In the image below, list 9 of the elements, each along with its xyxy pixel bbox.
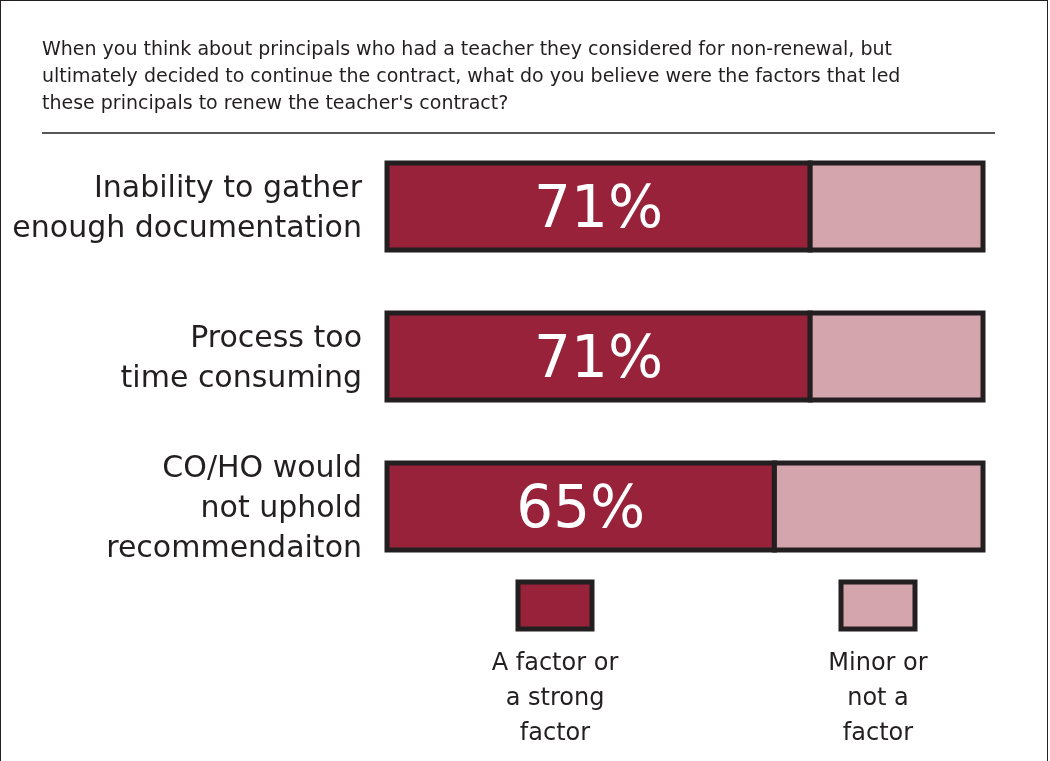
chart-title: When you think about principals who had a teacher they considered for non-renewal, but ultimately decided to continue the contract, what do you believe were the factors that led these principals to renew the teacher's contract? — [42, 37, 901, 113]
data-label: 71% — [534, 172, 664, 241]
data-label: 71% — [534, 322, 664, 391]
y-tick-label: Process too time consuming — [120, 318, 362, 394]
legend-label: A factor or a strong factor — [491, 648, 619, 746]
data-label: 65% — [516, 472, 646, 541]
legend-label: Minor or not a factor — [828, 648, 928, 746]
y-tick-label: Inability to gather enough documentation — [12, 168, 363, 244]
y-tick-label: CO/HO would not uphold recommendaiton — [106, 448, 362, 564]
